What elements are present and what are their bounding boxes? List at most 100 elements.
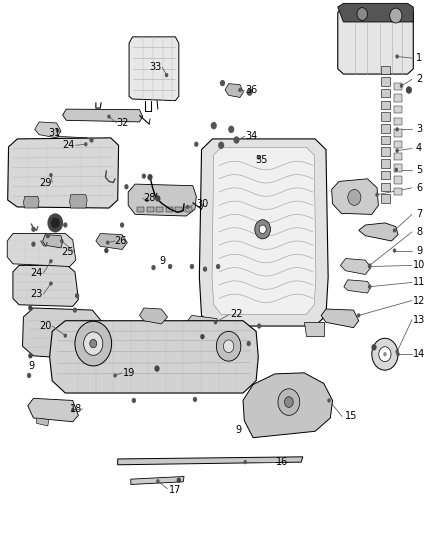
Circle shape <box>31 241 35 247</box>
Circle shape <box>228 126 234 133</box>
Circle shape <box>155 195 160 201</box>
Polygon shape <box>304 322 324 336</box>
Text: 7: 7 <box>416 209 422 220</box>
Polygon shape <box>131 477 184 484</box>
Circle shape <box>236 138 239 142</box>
Text: 28: 28 <box>143 193 155 204</box>
Text: 9: 9 <box>416 246 422 255</box>
Circle shape <box>396 350 399 354</box>
Circle shape <box>113 373 117 377</box>
Bar <box>175 207 182 212</box>
Circle shape <box>247 88 253 96</box>
Bar <box>255 154 258 163</box>
Text: 9: 9 <box>159 256 165 266</box>
Bar <box>394 141 402 149</box>
Circle shape <box>27 373 31 378</box>
Bar <box>137 207 144 212</box>
Text: 36: 36 <box>246 85 258 95</box>
Polygon shape <box>340 259 371 274</box>
Circle shape <box>151 265 155 270</box>
Circle shape <box>406 86 412 94</box>
Circle shape <box>63 222 67 228</box>
Circle shape <box>156 479 159 483</box>
Bar <box>394 153 402 160</box>
Polygon shape <box>128 184 196 216</box>
Circle shape <box>194 142 198 147</box>
Circle shape <box>211 122 217 130</box>
Polygon shape <box>23 196 39 208</box>
Bar <box>381 136 390 144</box>
Circle shape <box>145 198 149 202</box>
Polygon shape <box>202 322 223 336</box>
Polygon shape <box>96 233 127 249</box>
Circle shape <box>104 248 109 253</box>
Text: 11: 11 <box>413 278 425 287</box>
Circle shape <box>75 293 79 298</box>
Bar <box>262 154 265 163</box>
Circle shape <box>396 54 399 59</box>
Text: 4: 4 <box>416 143 422 154</box>
Circle shape <box>47 213 63 232</box>
Circle shape <box>71 408 74 412</box>
Polygon shape <box>118 457 303 465</box>
Bar <box>394 165 402 172</box>
Circle shape <box>64 334 67 338</box>
Circle shape <box>368 285 371 289</box>
Bar <box>394 176 402 183</box>
Bar <box>394 106 402 114</box>
Polygon shape <box>22 308 101 360</box>
Circle shape <box>190 264 194 269</box>
Polygon shape <box>140 308 167 324</box>
Polygon shape <box>212 148 316 314</box>
Text: 31: 31 <box>48 127 60 138</box>
Text: 12: 12 <box>413 295 425 305</box>
Text: 23: 23 <box>30 289 42 299</box>
Text: 34: 34 <box>246 131 258 141</box>
Polygon shape <box>8 138 119 208</box>
Circle shape <box>89 138 94 143</box>
Circle shape <box>120 222 124 228</box>
Text: 14: 14 <box>413 349 425 359</box>
Circle shape <box>84 332 103 356</box>
Bar <box>268 154 272 163</box>
Circle shape <box>244 460 247 464</box>
Circle shape <box>60 239 64 243</box>
Text: 17: 17 <box>169 485 181 495</box>
Text: 33: 33 <box>149 62 162 72</box>
Text: 22: 22 <box>230 309 243 319</box>
Circle shape <box>327 398 331 402</box>
Circle shape <box>395 167 398 172</box>
Polygon shape <box>42 235 63 248</box>
Text: 18: 18 <box>70 404 82 414</box>
Text: 2: 2 <box>416 75 422 84</box>
Circle shape <box>257 324 261 329</box>
Polygon shape <box>70 195 87 208</box>
Circle shape <box>75 321 112 366</box>
Circle shape <box>49 259 53 263</box>
Circle shape <box>216 264 220 269</box>
Circle shape <box>107 115 111 119</box>
Polygon shape <box>332 179 378 214</box>
Circle shape <box>142 173 146 179</box>
Bar <box>185 207 192 212</box>
Polygon shape <box>239 150 275 166</box>
Circle shape <box>186 205 189 209</box>
Bar <box>394 188 402 195</box>
Polygon shape <box>344 280 371 293</box>
Circle shape <box>154 366 159 372</box>
Polygon shape <box>243 373 332 438</box>
Circle shape <box>396 149 399 153</box>
Bar <box>381 89 390 98</box>
Circle shape <box>46 233 50 238</box>
Circle shape <box>84 142 88 147</box>
Polygon shape <box>28 398 78 422</box>
Polygon shape <box>321 309 359 328</box>
Circle shape <box>218 142 224 149</box>
Circle shape <box>285 397 293 407</box>
Circle shape <box>220 80 225 86</box>
Bar <box>381 101 390 109</box>
Bar <box>381 66 390 74</box>
Text: 6: 6 <box>416 183 422 193</box>
Text: 1: 1 <box>416 53 422 63</box>
Polygon shape <box>338 3 413 22</box>
